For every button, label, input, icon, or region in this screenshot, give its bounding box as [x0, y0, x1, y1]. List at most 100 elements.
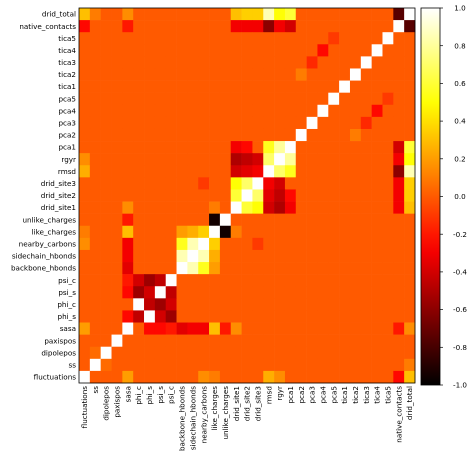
- heatmap-cell: [187, 213, 199, 227]
- heatmap-cell: [371, 274, 383, 287]
- heatmap-cell: [154, 274, 167, 287]
- heatmap-cell: [241, 177, 253, 190]
- heatmap-cell: [328, 128, 340, 142]
- heatmap-cell: [339, 165, 351, 178]
- heatmap-cell: [404, 8, 416, 21]
- heatmap-cell: [219, 165, 232, 178]
- heatmap-cell: [198, 116, 210, 130]
- heatmap-cell: [328, 116, 340, 130]
- heatmap-cell: [328, 80, 340, 93]
- column-label: nearby_carbons: [199, 386, 208, 444]
- heatmap-cell: [111, 116, 123, 130]
- heatmap-cell: [111, 92, 123, 106]
- heatmap-cell: [111, 274, 123, 287]
- heatmap-cell: [176, 225, 188, 239]
- heatmap-cell: [79, 177, 91, 190]
- heatmap-cell: [176, 8, 188, 21]
- heatmap-cell: [111, 20, 123, 33]
- heatmap-cell: [317, 358, 329, 372]
- heatmap-cell: [187, 104, 199, 118]
- heatmap-cell: [382, 237, 394, 251]
- heatmap-cell: [295, 262, 307, 275]
- column-label: phi_c: [134, 386, 143, 405]
- heatmap-cell: [284, 165, 297, 178]
- heatmap-cell: [306, 177, 318, 190]
- heatmap-cell: [165, 80, 177, 93]
- heatmap-cell: [382, 249, 394, 263]
- heatmap-cell: [79, 189, 91, 202]
- heatmap-cell: [284, 262, 297, 275]
- heatmap-cell: [328, 286, 340, 299]
- heatmap-cell: [382, 274, 394, 287]
- heatmap-cell: [306, 165, 318, 178]
- heatmap-cell: [89, 201, 101, 214]
- colorbar-tick-label: -0.6: [453, 305, 467, 314]
- heatmap-cell: [274, 322, 286, 335]
- heatmap-cell: [252, 346, 264, 360]
- heatmap-cell: [306, 104, 318, 118]
- heatmap-cell: [79, 128, 91, 142]
- heatmap-cell: [133, 32, 145, 45]
- heatmap-cell: [349, 237, 362, 251]
- heatmap-cell: [274, 92, 286, 106]
- heatmap-cell: [404, 177, 416, 190]
- heatmap-cell: [241, 116, 253, 130]
- heatmap-cell: [187, 128, 199, 142]
- column-label: pca4: [318, 386, 327, 404]
- heatmap-cell: [295, 165, 307, 178]
- heatmap-cell: [295, 310, 307, 323]
- heatmap-cell: [360, 274, 372, 287]
- heatmap-cell: [393, 8, 405, 21]
- heatmap-cell: [154, 249, 167, 263]
- heatmap-cell: [274, 201, 286, 214]
- heatmap-cell: [154, 322, 167, 335]
- heatmap-cell: [122, 116, 134, 130]
- heatmap-cell: [393, 262, 405, 275]
- heatmap-cell: [306, 334, 318, 348]
- heatmap-cell: [404, 141, 416, 154]
- heatmap-cell: [339, 104, 351, 118]
- heatmap-cell: [284, 141, 297, 154]
- heatmap-cell: [349, 298, 362, 311]
- heatmap-cell: [209, 262, 221, 275]
- heatmap-cell: [219, 370, 232, 384]
- heatmap-cell: [317, 298, 329, 311]
- heatmap-cell: [187, 32, 199, 45]
- heatmap-cell: [382, 8, 394, 21]
- heatmap-cell: [263, 104, 275, 118]
- heatmap-cell: [339, 153, 351, 166]
- heatmap-cell: [371, 44, 383, 57]
- heatmap-cell: [144, 20, 156, 33]
- heatmap-cell: [284, 128, 297, 142]
- heatmap-cell: [339, 237, 351, 251]
- heatmap-cell: [100, 310, 112, 323]
- heatmap-cell: [274, 237, 286, 251]
- heatmap-cell: [230, 286, 242, 299]
- heatmap-cell: [295, 189, 307, 202]
- heatmap-cell: [306, 310, 318, 323]
- heatmap-cell: [165, 8, 177, 21]
- heatmap-cell: [252, 8, 264, 21]
- heatmap-cell: [349, 322, 362, 335]
- heatmap-cell: [295, 116, 307, 130]
- heatmap-cell: [219, 201, 232, 214]
- heatmap-cell: [89, 334, 101, 348]
- heatmap-cell: [263, 56, 275, 69]
- heatmap-cell: [349, 262, 362, 275]
- heatmap-cell: [100, 346, 112, 360]
- heatmap-cell: [219, 189, 232, 202]
- heatmap-cell: [274, 286, 286, 299]
- row-label: pca5: [59, 94, 77, 103]
- heatmap-cell: [306, 346, 318, 360]
- heatmap-cell: [306, 274, 318, 287]
- heatmap-cell: [339, 68, 351, 81]
- heatmap-cell: [144, 201, 156, 214]
- row-label: psi_s: [58, 288, 76, 297]
- heatmap-cell: [154, 128, 167, 142]
- heatmap-cell: [263, 128, 275, 142]
- heatmap-cell: [241, 141, 253, 154]
- heatmap-cell: [209, 334, 221, 348]
- heatmap-cell: [187, 274, 199, 287]
- heatmap-cell: [144, 298, 156, 311]
- heatmap-cell: [284, 249, 297, 263]
